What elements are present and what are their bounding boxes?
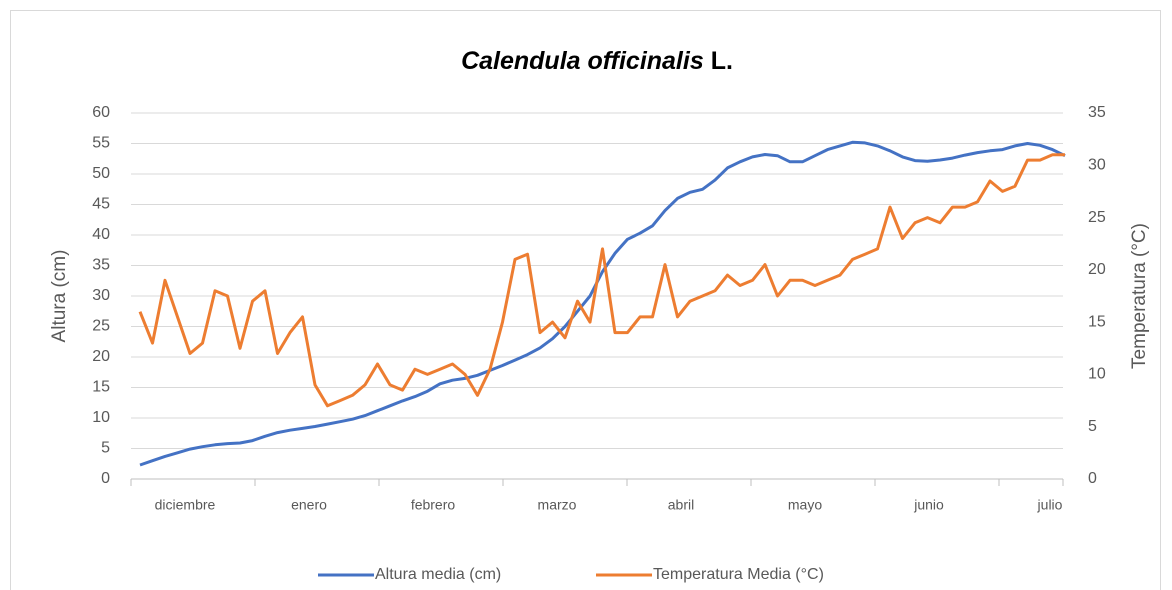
y2-tick-label: 15: [1088, 313, 1106, 330]
y-tick-label: 20: [92, 348, 110, 365]
y-tick-label: 5: [101, 440, 110, 457]
line-series: [138, 153, 1065, 408]
y2-tick-label: 25: [1088, 209, 1106, 226]
y2-tick-label: 10: [1088, 366, 1106, 383]
y2-tick-label: 30: [1088, 157, 1106, 174]
y-tick-label: 30: [92, 287, 110, 304]
chart-border: [10, 10, 1161, 590]
y-tick-label: 10: [92, 409, 110, 426]
y-tick-label: 45: [92, 196, 110, 213]
y-tick-label: 0: [101, 470, 110, 487]
x-tick-label: marzo: [538, 497, 577, 513]
legend-label: Altura media (cm): [375, 566, 501, 583]
y-tick-label: 60: [92, 104, 110, 121]
y2-tick-label: 35: [1088, 104, 1106, 121]
x-tick-label: abril: [668, 497, 694, 513]
x-tick-label: diciembre: [155, 497, 216, 513]
y2-tick-label: 0: [1088, 470, 1097, 487]
x-tick-label: enero: [291, 497, 327, 513]
y-tick-label: 15: [92, 379, 110, 396]
y-tick-label: 40: [92, 226, 110, 243]
line-series: [139, 140, 1066, 467]
y-tick-label: 50: [92, 165, 110, 182]
title-species: Calendula officinalis: [461, 47, 704, 75]
y2-tick-label: 5: [1088, 418, 1097, 435]
y-tick-label: 35: [92, 257, 110, 274]
y2-tick-label: 20: [1088, 261, 1106, 278]
x-tick-label: mayo: [788, 497, 822, 513]
title-author: L.: [711, 47, 733, 75]
y-axis-title: Altura (cm): [49, 250, 70, 343]
y-tick-label: 55: [92, 135, 110, 152]
x-tick-label: julio: [1037, 497, 1063, 513]
x-tick-label: junio: [913, 497, 944, 513]
chart-title: Calendula officinalis L.: [461, 47, 733, 75]
legend-label: Temperatura Media (°C): [653, 566, 824, 583]
y-tick-label: 25: [92, 318, 110, 335]
x-tick-label: febrero: [411, 497, 456, 513]
y2-axis-title: Temperatura (°C): [1129, 223, 1150, 369]
